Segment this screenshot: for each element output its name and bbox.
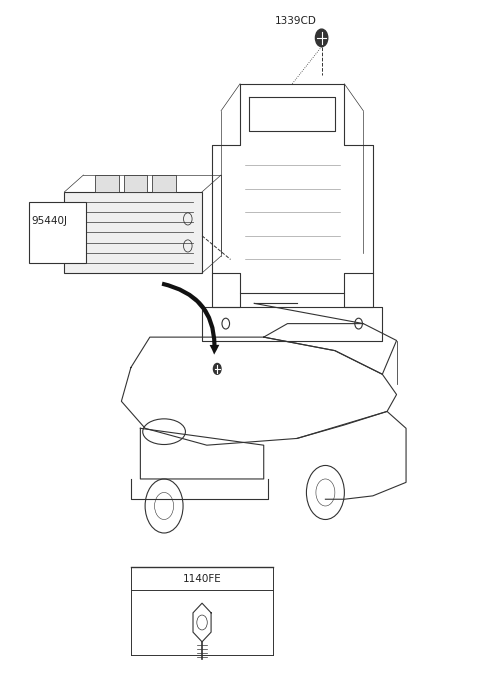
Text: 95440J: 95440J <box>31 216 67 225</box>
Text: 1140FE: 1140FE <box>183 573 221 584</box>
FancyBboxPatch shape <box>96 175 119 192</box>
FancyBboxPatch shape <box>29 202 86 263</box>
FancyBboxPatch shape <box>152 175 176 192</box>
Text: 1339CD: 1339CD <box>275 16 317 26</box>
FancyArrowPatch shape <box>162 282 219 355</box>
FancyBboxPatch shape <box>124 175 147 192</box>
Circle shape <box>315 29 328 47</box>
FancyBboxPatch shape <box>64 192 202 273</box>
Circle shape <box>214 364 221 375</box>
